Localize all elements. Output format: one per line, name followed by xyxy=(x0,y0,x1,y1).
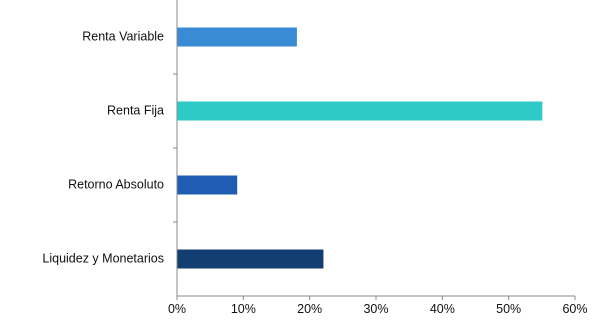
category-label-renta-fija: Renta Fija xyxy=(107,103,164,117)
bars-layer xyxy=(177,27,543,269)
category-label-liquidez-y-monetarios: Liquidez y Monetarios xyxy=(42,251,164,265)
x-axis-ticks: 0% 10% 20% 30% 40% 50% 60% xyxy=(168,296,588,316)
category-label-retorno-absoluto: Retorno Absoluto xyxy=(68,177,164,191)
x-tick-label: 0% xyxy=(168,302,186,316)
bar-liquidez-y-monetarios xyxy=(177,249,324,269)
category-labels: Renta Variable Renta Fija Retorno Absoluto… xyxy=(42,29,164,265)
category-label-renta-variable: Renta Variable xyxy=(82,29,164,43)
x-tick-label: 10% xyxy=(231,302,256,316)
bar-renta-fija xyxy=(177,101,543,121)
x-tick-label: 50% xyxy=(496,302,521,316)
x-tick-label: 40% xyxy=(430,302,455,316)
bar-renta-variable xyxy=(177,27,297,47)
x-tick-label: 20% xyxy=(297,302,322,316)
x-tick-label: 30% xyxy=(363,302,388,316)
bar-retorno-absoluto xyxy=(177,175,238,195)
x-tick-label: 60% xyxy=(562,302,587,316)
